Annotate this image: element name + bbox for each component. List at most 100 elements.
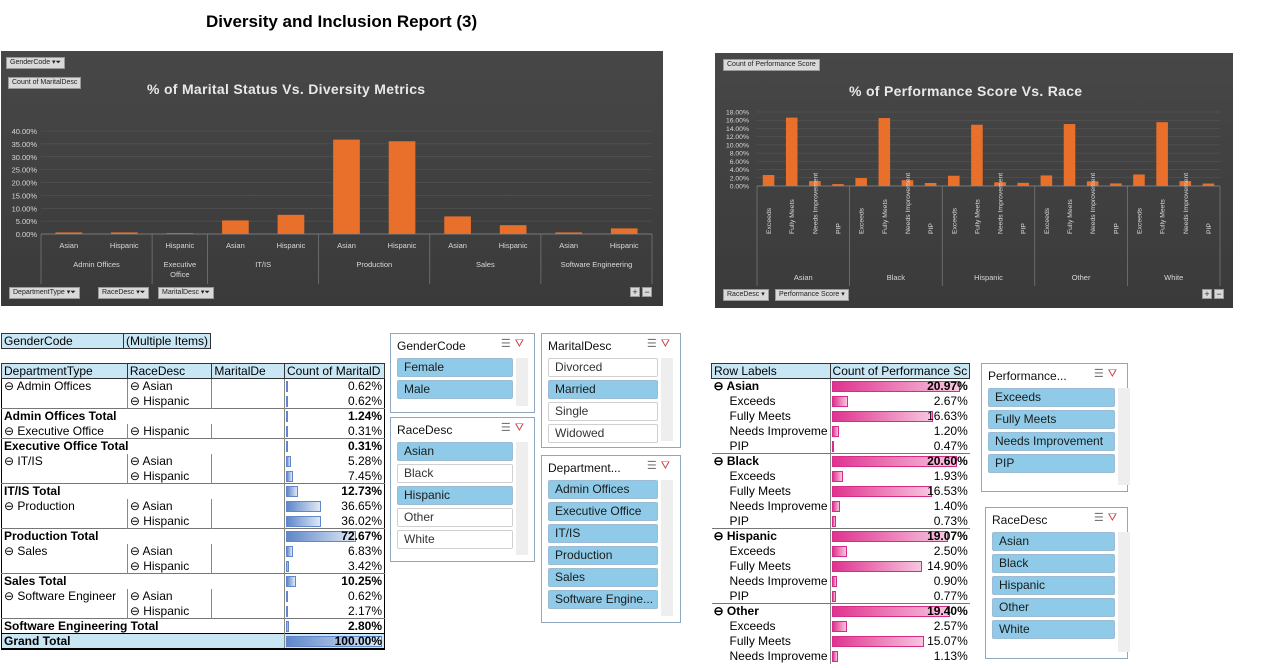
slicer-item[interactable]: Divorced: [548, 358, 658, 377]
department-cell[interactable]: Executive Office Total: [1, 438, 286, 454]
slicer-item[interactable]: Other: [992, 598, 1115, 617]
clear-filter-icon[interactable]: ⛛: [1107, 512, 1121, 524]
race-slicer-2[interactable]: RaceDesc ☰⛛ Asian Black Hispanic Other White: [985, 507, 1130, 659]
clear-filter-icon[interactable]: ⛛: [514, 338, 528, 350]
multi-select-icon[interactable]: ☰: [500, 422, 515, 434]
performance-score-chart[interactable]: Count of Performance Score % of Performa…: [715, 53, 1233, 308]
department-cell[interactable]: Production Total: [1, 528, 286, 544]
department-cell[interactable]: ⊖ Executive Office: [1, 423, 128, 439]
race-group-label[interactable]: ⊖ Other: [711, 603, 831, 619]
marital-status-chart[interactable]: GenderCode ▾⏷ Count of MaritalDesc % of …: [1, 51, 663, 306]
col-header-marital[interactable]: MaritalDe: [211, 363, 286, 379]
department-type-button[interactable]: DepartmentType ▾⏷: [9, 287, 80, 299]
expand-button-2[interactable]: +: [1202, 289, 1212, 299]
collapse-button[interactable]: −: [642, 287, 652, 297]
collapse-button-2[interactable]: −: [1214, 289, 1224, 299]
slicer-item[interactable]: White: [992, 620, 1115, 639]
race-cell[interactable]: ⊖ Hispanic: [127, 513, 213, 529]
slicer-item[interactable]: White: [397, 530, 513, 549]
slicer-item[interactable]: Asian: [992, 532, 1115, 551]
race-desc-button-2[interactable]: RaceDesc ▾: [723, 289, 769, 301]
slicer-item[interactable]: Other: [397, 508, 513, 527]
department-cell[interactable]: ⊖ Production: [1, 498, 128, 514]
race-cell[interactable]: ⊖ Asian: [127, 588, 213, 604]
marital-desc-button[interactable]: MaritalDesc ▾⏷: [158, 287, 215, 299]
department-cell[interactable]: Admin Offices Total: [1, 408, 286, 424]
slicer-item[interactable]: Production: [548, 546, 658, 565]
race-cell[interactable]: ⊖ Asian: [127, 543, 213, 559]
race-cell[interactable]: ⊖ Hispanic: [127, 393, 213, 409]
race-cell[interactable]: ⊖ Hispanic: [127, 603, 213, 619]
marital-slicer[interactable]: MaritalDesc ☰⛛ Divorced Married Single Widowe…: [541, 333, 681, 448]
department-cell[interactable]: Sales Total: [1, 573, 286, 589]
slicer-item[interactable]: Asian: [397, 442, 513, 461]
department-cell[interactable]: ⊖ Sales: [1, 543, 128, 559]
race-cell[interactable]: ⊖ Hispanic: [127, 423, 213, 439]
department-cell[interactable]: ⊖ Admin Offices: [1, 378, 128, 394]
slicer-item[interactable]: Fully Meets: [988, 410, 1115, 429]
race-cell[interactable]: ⊖ Hispanic: [127, 468, 213, 484]
slicer-item[interactable]: PIP: [988, 454, 1115, 473]
multi-select-icon[interactable]: ☰: [500, 338, 515, 350]
col-header-race[interactable]: RaceDesc: [126, 363, 213, 379]
race-group-label[interactable]: ⊖ Black: [711, 453, 831, 469]
department-slicer[interactable]: Department... ☰⛛ Admin Offices Executive Of…: [541, 455, 681, 623]
clear-filter-icon[interactable]: ⛛: [514, 422, 528, 434]
multi-select-icon[interactable]: ☰: [646, 460, 661, 472]
slicer-item[interactable]: Software Engine...: [548, 590, 658, 609]
clear-filter-icon[interactable]: ⛛: [1107, 368, 1121, 380]
gender-slicer[interactable]: GenderCode ☰⛛ Female Male: [390, 333, 535, 413]
multi-select-icon[interactable]: ☰: [1093, 368, 1108, 380]
race-group-label[interactable]: ⊖ Asian: [711, 378, 831, 394]
race-desc-button[interactable]: RaceDesc ▾⏷: [98, 287, 150, 299]
expand-button[interactable]: +: [630, 287, 640, 297]
race-cell[interactable]: ⊖ Asian: [127, 453, 213, 469]
slicer-item[interactable]: Sales: [548, 568, 658, 587]
slicer-item[interactable]: Single: [548, 402, 658, 421]
slicer-scrollbar[interactable]: [661, 358, 673, 441]
race-cell[interactable]: ⊖ Asian: [127, 498, 213, 514]
value-field-button-2[interactable]: Count of Performance Score: [723, 59, 820, 71]
gender-filter-button[interactable]: GenderCode ▾⏷: [6, 57, 66, 69]
slicer-scrollbar[interactable]: [661, 480, 673, 616]
race-cell[interactable]: ⊖ Hispanic: [127, 558, 213, 574]
race-cell[interactable]: ⊖ Asian: [127, 378, 213, 394]
slicer-item[interactable]: Black: [397, 464, 513, 483]
col-header-department[interactable]: DepartmentType: [1, 363, 128, 379]
value-field-button[interactable]: Count of MaritalDesc: [8, 77, 82, 89]
performance-score-button[interactable]: Performance Score ▾: [775, 289, 849, 301]
race-group-label[interactable]: ⊖ Hispanic: [711, 528, 831, 544]
slicer-scrollbar[interactable]: [1118, 388, 1130, 485]
department-cell[interactable]: ⊖ IT/IS: [1, 453, 128, 469]
perf-count-cell: 0.90%: [830, 574, 970, 589]
slicer-item[interactable]: Widowed: [548, 424, 658, 443]
department-cell[interactable]: ⊖ Software Engineer: [1, 588, 128, 604]
multi-select-icon[interactable]: ☰: [1093, 512, 1108, 524]
department-cell[interactable]: Grand Total: [1, 633, 286, 650]
clear-filter-icon[interactable]: ⛛: [660, 338, 674, 350]
slicer-item[interactable]: Married: [548, 380, 658, 399]
slicer-item[interactable]: Hispanic: [992, 576, 1115, 595]
slicer-item[interactable]: Hispanic: [397, 486, 513, 505]
slicer-item[interactable]: Executive Office: [548, 502, 658, 521]
slicer-item[interactable]: Female: [397, 358, 513, 377]
clear-filter-icon[interactable]: ⛛: [660, 460, 674, 472]
slicer-item[interactable]: Black: [992, 554, 1115, 573]
slicer-item[interactable]: Male: [397, 380, 513, 399]
marital-cell: [211, 513, 286, 529]
x-tick-label: PIP: [1113, 223, 1120, 234]
slicer-scrollbar[interactable]: [516, 442, 528, 555]
performance-slicer[interactable]: Performance... ☰⛛ Exceeds Fully Meets Needs …: [981, 363, 1130, 492]
slicer-item[interactable]: Needs Improvement: [988, 432, 1115, 451]
slicer-scrollbar[interactable]: [1118, 532, 1130, 652]
multi-select-icon[interactable]: ☰: [646, 338, 661, 350]
department-cell[interactable]: IT/IS Total: [1, 483, 286, 499]
slicer-item[interactable]: IT/IS: [548, 524, 658, 543]
col-header-row-labels[interactable]: Row Labels: [711, 363, 831, 379]
slicer-item[interactable]: Exceeds: [988, 388, 1115, 407]
pivot-filter-value[interactable]: (Multiple Items): [122, 333, 212, 349]
race-slicer[interactable]: RaceDesc ☰⛛ Asian Black Hispanic Other White: [390, 417, 535, 562]
department-cell[interactable]: Software Engineering Total: [1, 618, 286, 634]
slicer-scrollbar[interactable]: [516, 358, 528, 406]
slicer-item[interactable]: Admin Offices: [548, 480, 658, 499]
